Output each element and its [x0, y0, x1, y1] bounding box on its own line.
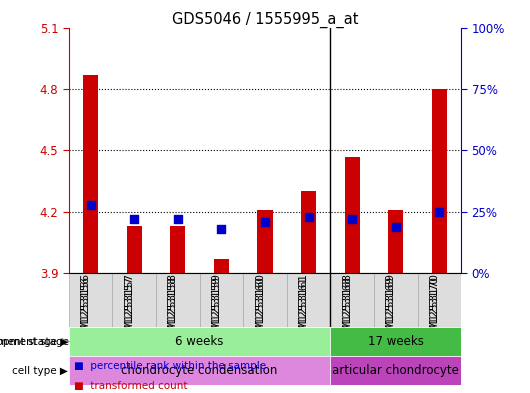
Text: GSM1253170: GSM1253170 [429, 274, 439, 343]
FancyBboxPatch shape [69, 274, 112, 327]
Text: GSM1253158: GSM1253158 [168, 274, 178, 343]
Point [392, 224, 400, 230]
Bar [388, 210, 403, 274]
Text: GSM1253156: GSM1253156 [81, 274, 91, 343]
Text: GSM1253169: GSM1253169 [386, 274, 396, 343]
FancyBboxPatch shape [200, 274, 243, 327]
Point [304, 214, 313, 220]
Bar [344, 156, 360, 274]
Text: GSM1253159: GSM1253159 [211, 274, 222, 343]
Text: development stage ▶: development stage ▶ [0, 336, 68, 347]
FancyBboxPatch shape [156, 274, 200, 327]
Text: ■  percentile rank within the sample: ■ percentile rank within the sample [74, 361, 266, 371]
Text: GSM1253157: GSM1253157 [124, 274, 134, 343]
Text: GSM1253161: GSM1253161 [298, 276, 308, 346]
Text: GSM1253159: GSM1253159 [211, 276, 222, 346]
Text: GSM1253156: GSM1253156 [81, 276, 91, 346]
Point [130, 216, 138, 222]
Text: articular chondrocyte: articular chondrocyte [332, 364, 459, 377]
Bar [432, 89, 447, 274]
Title: GDS5046 / 1555995_a_at: GDS5046 / 1555995_a_at [172, 11, 358, 28]
FancyBboxPatch shape [287, 274, 330, 327]
Text: GSM1253161: GSM1253161 [298, 274, 308, 343]
FancyBboxPatch shape [374, 274, 418, 327]
Text: GSM1253160: GSM1253160 [255, 274, 265, 343]
Point [261, 219, 269, 225]
Bar [83, 75, 99, 274]
Point [86, 201, 95, 208]
Bar [69, 356, 330, 385]
Bar [330, 327, 461, 356]
Point [217, 226, 226, 232]
Text: GSM1253168: GSM1253168 [342, 274, 352, 343]
Text: development stage: development stage [0, 336, 69, 347]
FancyBboxPatch shape [112, 274, 156, 327]
FancyBboxPatch shape [243, 274, 287, 327]
Text: GSM1253170: GSM1253170 [429, 276, 439, 346]
Text: cell type ▶: cell type ▶ [12, 365, 68, 376]
Point [174, 216, 182, 222]
Text: GSM1253169: GSM1253169 [386, 276, 396, 346]
Bar [170, 226, 185, 274]
Point [435, 209, 444, 215]
Text: GSM1253157: GSM1253157 [124, 276, 134, 346]
Text: 17 weeks: 17 weeks [368, 335, 423, 348]
FancyBboxPatch shape [418, 274, 461, 327]
Bar [330, 356, 461, 385]
Bar [69, 327, 330, 356]
Text: GSM1253160: GSM1253160 [255, 276, 265, 346]
Text: GSM1253168: GSM1253168 [342, 276, 352, 346]
Text: 6 weeks: 6 weeks [175, 335, 224, 348]
Text: GSM1253158: GSM1253158 [168, 276, 178, 346]
Point [348, 216, 356, 222]
Text: ■  transformed count: ■ transformed count [74, 381, 188, 391]
Bar [127, 226, 142, 274]
Bar [258, 210, 272, 274]
FancyBboxPatch shape [330, 274, 374, 327]
Bar [301, 191, 316, 274]
Text: chondrocyte condensation: chondrocyte condensation [121, 364, 278, 377]
Bar [214, 259, 229, 274]
